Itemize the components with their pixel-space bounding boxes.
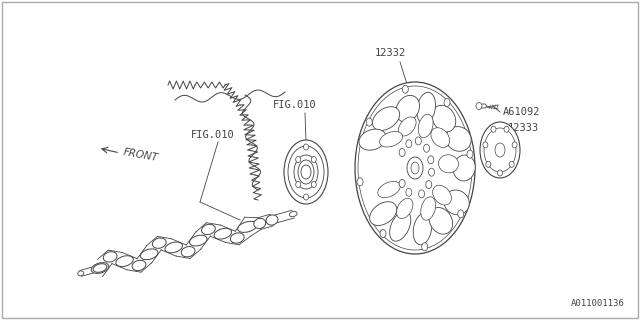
Ellipse shape [230, 233, 244, 243]
Text: FIG.010: FIG.010 [273, 100, 317, 110]
Text: 12332: 12332 [375, 48, 406, 58]
Ellipse shape [429, 208, 452, 234]
Ellipse shape [284, 140, 328, 204]
Ellipse shape [132, 260, 146, 271]
Text: FRONT: FRONT [122, 147, 159, 163]
Ellipse shape [426, 180, 432, 188]
Ellipse shape [303, 194, 308, 200]
Ellipse shape [419, 190, 424, 198]
Ellipse shape [512, 142, 517, 148]
Ellipse shape [429, 168, 435, 176]
Ellipse shape [296, 181, 301, 188]
Ellipse shape [390, 211, 411, 241]
Ellipse shape [378, 181, 400, 198]
Ellipse shape [424, 144, 429, 152]
Ellipse shape [432, 105, 456, 132]
Ellipse shape [406, 140, 412, 148]
Ellipse shape [497, 170, 502, 176]
Ellipse shape [417, 92, 435, 124]
Ellipse shape [428, 156, 434, 164]
Ellipse shape [372, 107, 399, 131]
Ellipse shape [446, 127, 471, 151]
Ellipse shape [467, 150, 473, 158]
Text: A61092: A61092 [503, 107, 541, 117]
Ellipse shape [214, 228, 232, 239]
Ellipse shape [396, 95, 420, 122]
Ellipse shape [237, 221, 257, 232]
Ellipse shape [311, 181, 316, 188]
Ellipse shape [165, 242, 182, 253]
Ellipse shape [486, 161, 491, 167]
Ellipse shape [444, 190, 469, 215]
Ellipse shape [433, 185, 451, 205]
Ellipse shape [406, 188, 412, 196]
Ellipse shape [495, 143, 505, 157]
Text: 12333: 12333 [508, 123, 540, 133]
Ellipse shape [311, 156, 316, 163]
Ellipse shape [397, 198, 413, 219]
Ellipse shape [399, 148, 405, 156]
Ellipse shape [420, 197, 436, 220]
Ellipse shape [476, 102, 482, 109]
Ellipse shape [296, 156, 301, 163]
Ellipse shape [189, 235, 207, 246]
Ellipse shape [370, 202, 397, 226]
Ellipse shape [415, 137, 421, 145]
Ellipse shape [399, 180, 405, 188]
Ellipse shape [116, 256, 133, 267]
Ellipse shape [93, 264, 107, 272]
Ellipse shape [301, 165, 311, 179]
Ellipse shape [92, 263, 109, 273]
Ellipse shape [359, 129, 386, 150]
Ellipse shape [357, 178, 363, 186]
Ellipse shape [103, 252, 117, 262]
Ellipse shape [509, 161, 514, 167]
Ellipse shape [355, 82, 475, 254]
Ellipse shape [480, 122, 520, 178]
Ellipse shape [181, 246, 195, 257]
Ellipse shape [483, 142, 488, 148]
Ellipse shape [140, 249, 158, 260]
Ellipse shape [202, 224, 215, 235]
Ellipse shape [298, 160, 314, 184]
Ellipse shape [491, 126, 496, 132]
Ellipse shape [444, 99, 450, 107]
Ellipse shape [418, 114, 433, 138]
Ellipse shape [254, 218, 266, 228]
Ellipse shape [413, 213, 432, 245]
Ellipse shape [152, 238, 166, 248]
Ellipse shape [266, 215, 278, 225]
Ellipse shape [303, 144, 308, 150]
Ellipse shape [407, 157, 423, 179]
Ellipse shape [289, 212, 297, 217]
Polygon shape [480, 104, 487, 108]
Ellipse shape [366, 118, 372, 126]
Ellipse shape [403, 85, 408, 93]
Ellipse shape [504, 126, 509, 132]
Ellipse shape [380, 229, 386, 237]
Ellipse shape [431, 128, 450, 148]
Ellipse shape [422, 243, 428, 251]
Text: FIG.010: FIG.010 [191, 130, 235, 140]
Ellipse shape [453, 155, 476, 181]
Text: A011001136: A011001136 [572, 299, 625, 308]
Ellipse shape [398, 117, 416, 136]
Ellipse shape [458, 210, 464, 218]
Ellipse shape [78, 271, 84, 276]
Ellipse shape [438, 155, 458, 173]
Ellipse shape [411, 162, 419, 174]
Ellipse shape [380, 132, 403, 147]
